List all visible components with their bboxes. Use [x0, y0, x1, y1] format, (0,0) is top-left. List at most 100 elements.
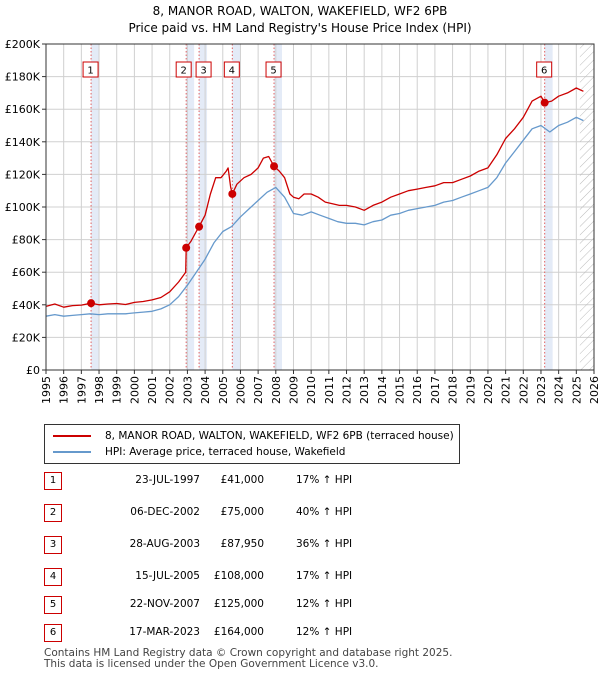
- sale-point-marker: [540, 98, 549, 107]
- x-tick-label: 2000: [128, 376, 141, 404]
- chart-title: 8, MANOR ROAD, WALTON, WAKEFIELD, WF2 6P…: [152, 4, 448, 18]
- sale-date: 28-AUG-2003: [129, 538, 200, 550]
- sale-label-box: [536, 61, 553, 78]
- x-tick-label: 2011: [323, 376, 336, 404]
- x-tick-label: 2015: [394, 376, 407, 404]
- x-tick-label: 2020: [482, 376, 495, 404]
- sale-row: 5 22-NOV-2007 £125,000 12% ↑ HPI: [44, 596, 464, 616]
- sale-label-number: 6: [541, 66, 547, 77]
- sale-hpi-change: 17% ↑ HPI: [296, 474, 353, 486]
- sale-point-marker: [228, 189, 237, 198]
- x-tick-label: 2017: [429, 376, 442, 404]
- sale-date: 15-JUL-2005: [135, 570, 200, 582]
- sale-row: 1 23-JUL-1997 £41,000 17% ↑ HPI: [44, 472, 464, 492]
- sale-number-badge: 1: [44, 472, 62, 490]
- x-tick-label: 2024: [553, 376, 566, 404]
- y-tick-label: £20K: [12, 331, 41, 344]
- x-tick-label: 2005: [217, 376, 230, 404]
- x-tick-label: 2018: [447, 376, 460, 404]
- y-tick-label: £200K: [5, 38, 41, 51]
- x-tick-label: 2001: [146, 376, 159, 404]
- footer-attribution: Contains HM Land Registry data © Crown c…: [44, 648, 452, 670]
- x-tick-label: 2002: [164, 376, 177, 404]
- x-tick-label: 2006: [234, 376, 247, 404]
- price-chart: 1 2 3 4 5 6 £0 £20K £40K £60K £80K £100K £120K £140K…: [5, 38, 600, 404]
- y-tick-label: £40K: [12, 299, 41, 312]
- sale-label-box: [265, 61, 282, 78]
- sale-price: £164,000: [213, 626, 264, 638]
- sale-label-number: 1: [87, 66, 93, 77]
- x-tick-label: 2021: [500, 376, 513, 404]
- y-tick-label: £180K: [5, 71, 41, 84]
- sale-hpi-change: 36% ↑ HPI: [296, 538, 353, 550]
- x-tick-label: 2019: [464, 376, 477, 404]
- x-tick-label: 1997: [75, 376, 88, 404]
- y-tick-label: £0: [26, 364, 40, 377]
- sale-hpi-change: 12% ↑ HPI: [296, 626, 353, 638]
- sale-row: 4 15-JUL-2005 £108,000 17% ↑ HPI: [44, 568, 464, 588]
- sale-number-badge: 3: [44, 536, 62, 554]
- sale-label-box: [175, 61, 192, 78]
- x-tick-label: 2026: [588, 376, 600, 404]
- sale-point-marker: [270, 162, 279, 171]
- hpi-line: [45, 116, 584, 317]
- sale-point-marker: [182, 243, 191, 252]
- sale-label-number: 2: [180, 66, 186, 77]
- x-tick-label: 2004: [199, 376, 212, 404]
- sale-point-marker: [195, 222, 204, 231]
- x-tick-label: 2016: [411, 376, 424, 404]
- sale-price: £41,000: [220, 474, 264, 486]
- sale-number-badge: 2: [44, 504, 62, 522]
- x-tick-label: 2022: [517, 376, 530, 404]
- sale-price: £87,950: [220, 538, 264, 550]
- sale-price: £75,000: [220, 506, 264, 518]
- x-tick-label: 1995: [40, 376, 53, 404]
- x-tick-label: 1999: [111, 376, 124, 404]
- x-tick-label: 2008: [270, 376, 283, 404]
- property-price-line: [45, 87, 584, 308]
- legend-item-property: 8, MANOR ROAD, WALTON, WAKEFIELD, WF2 6P…: [53, 429, 454, 443]
- x-tick-label: 2012: [341, 376, 354, 404]
- sale-hpi-change: 40% ↑ HPI: [296, 506, 353, 518]
- sale-row: 3 28-AUG-2003 £87,950 36% ↑ HPI: [44, 536, 464, 556]
- sale-price: £108,000: [213, 570, 264, 582]
- sale-label-number: 5: [270, 66, 276, 77]
- sale-date: 22-NOV-2007: [129, 598, 200, 610]
- legend-swatch-property: [53, 435, 91, 437]
- sale-number-badge: 6: [44, 624, 62, 642]
- sale-price: £125,000: [213, 598, 264, 610]
- sale-date: 17-MAR-2023: [129, 626, 200, 638]
- sale-number-badge: 4: [44, 568, 62, 586]
- chart-subtitle: Price paid vs. HM Land Registry's House …: [128, 21, 472, 35]
- x-tick-label: 2023: [535, 376, 548, 404]
- sale-number-badge: 5: [44, 596, 62, 614]
- sale-hpi-change: 12% ↑ HPI: [296, 598, 353, 610]
- footer-line-copyright: Contains HM Land Registry data © Crown c…: [44, 647, 453, 659]
- y-tick-label: £100K: [5, 201, 41, 214]
- sale-row: 6 17-MAR-2023 £164,000 12% ↑ HPI: [44, 624, 464, 644]
- x-tick-label: 2009: [287, 376, 300, 404]
- sale-date: 06-DEC-2002: [130, 506, 200, 518]
- legend-item-hpi: HPI: Average price, terraced house, Wake…: [53, 445, 345, 459]
- x-tick-label: 2010: [305, 376, 318, 404]
- x-tick-label: 2025: [570, 376, 583, 404]
- sale-label-box: [195, 61, 212, 78]
- chart-legend: 8, MANOR ROAD, WALTON, WAKEFIELD, WF2 6P…: [44, 424, 460, 464]
- legend-swatch-hpi: [53, 451, 91, 453]
- y-tick-label: £60K: [12, 266, 41, 279]
- legend-label-property: 8, MANOR ROAD, WALTON, WAKEFIELD, WF2 6P…: [105, 430, 454, 442]
- sale-label-box: [82, 61, 99, 78]
- y-tick-label: £120K: [5, 168, 41, 181]
- x-tick-label: 2007: [252, 376, 265, 404]
- legend-label-hpi: HPI: Average price, terraced house, Wake…: [105, 446, 346, 458]
- sale-point-marker: [87, 299, 96, 308]
- future-hatch-region: [579, 44, 594, 370]
- footer-line-licence: This data is licensed under the Open Gov…: [44, 658, 379, 670]
- x-tick-label: 1998: [93, 376, 106, 404]
- y-tick-label: £80K: [12, 234, 41, 247]
- x-tick-label: 2013: [358, 376, 371, 404]
- y-tick-label: £160K: [5, 103, 41, 116]
- sale-hpi-change: 17% ↑ HPI: [296, 570, 353, 582]
- sale-label-number: 4: [229, 66, 235, 77]
- sale-date: 23-JUL-1997: [135, 474, 200, 486]
